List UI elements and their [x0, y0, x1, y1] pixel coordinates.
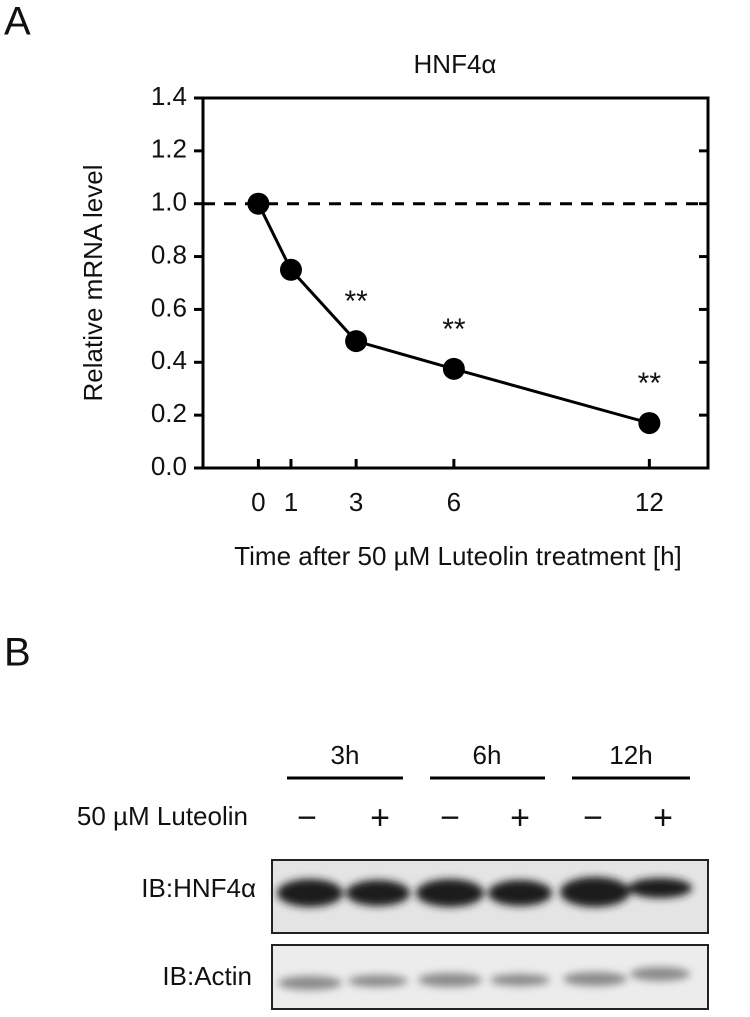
- bands: [277, 877, 692, 907]
- data-point: [279, 258, 302, 281]
- group-label: 6h: [473, 740, 502, 770]
- significance-label: **: [638, 367, 662, 400]
- sign: +: [510, 799, 530, 837]
- row-label: IB:Actin: [162, 961, 252, 991]
- sign: −: [297, 799, 317, 837]
- x-tick-label: 0: [251, 487, 265, 517]
- sign: +: [653, 799, 673, 837]
- y-tick-label: 0.6: [151, 292, 187, 322]
- sign: +: [370, 799, 390, 837]
- treatment-label: 50 µM Luteolin: [77, 801, 248, 831]
- x-tick-label: 3: [349, 487, 363, 517]
- group-label: 3h: [331, 740, 360, 770]
- data-point: [345, 330, 368, 353]
- y-tick-label: 1.0: [151, 187, 187, 217]
- sign: −: [583, 799, 603, 837]
- y-tick-label: 0.4: [151, 345, 187, 375]
- x-tick-label: 12: [635, 487, 664, 517]
- plot-frame: [201, 96, 710, 470]
- x-tick-label: 6: [447, 487, 461, 517]
- x-axis-label: Time after 50 µM Luteolin treatment [h]: [234, 541, 682, 571]
- panel-label: B: [4, 631, 31, 675]
- significance-label: **: [344, 285, 368, 318]
- blot-panel: 3h 6h 12h 50 µM Luteolin − + − + − + IB:…: [77, 740, 709, 1010]
- group-label: 12h: [609, 740, 652, 770]
- data-point: [247, 192, 270, 215]
- y-axis-label: Relative mRNA level: [78, 165, 108, 402]
- y-tick-label: 0.8: [151, 239, 187, 269]
- sign: −: [440, 799, 460, 837]
- data-point: [638, 412, 661, 435]
- significance-label: **: [442, 313, 466, 346]
- y-tick-label: 0.0: [151, 451, 187, 481]
- bands: [278, 967, 690, 990]
- chart-title: HNF4α: [414, 49, 497, 79]
- y-tick-label: 1.2: [151, 134, 187, 164]
- y-tick-label: 1.4: [151, 81, 187, 111]
- row-label: IB:HNF4α: [141, 873, 256, 903]
- x-tick-label: 1: [284, 487, 298, 517]
- panel-label: A: [4, 0, 31, 44]
- y-tick-label: 0.2: [151, 398, 187, 428]
- data-point: [442, 357, 465, 380]
